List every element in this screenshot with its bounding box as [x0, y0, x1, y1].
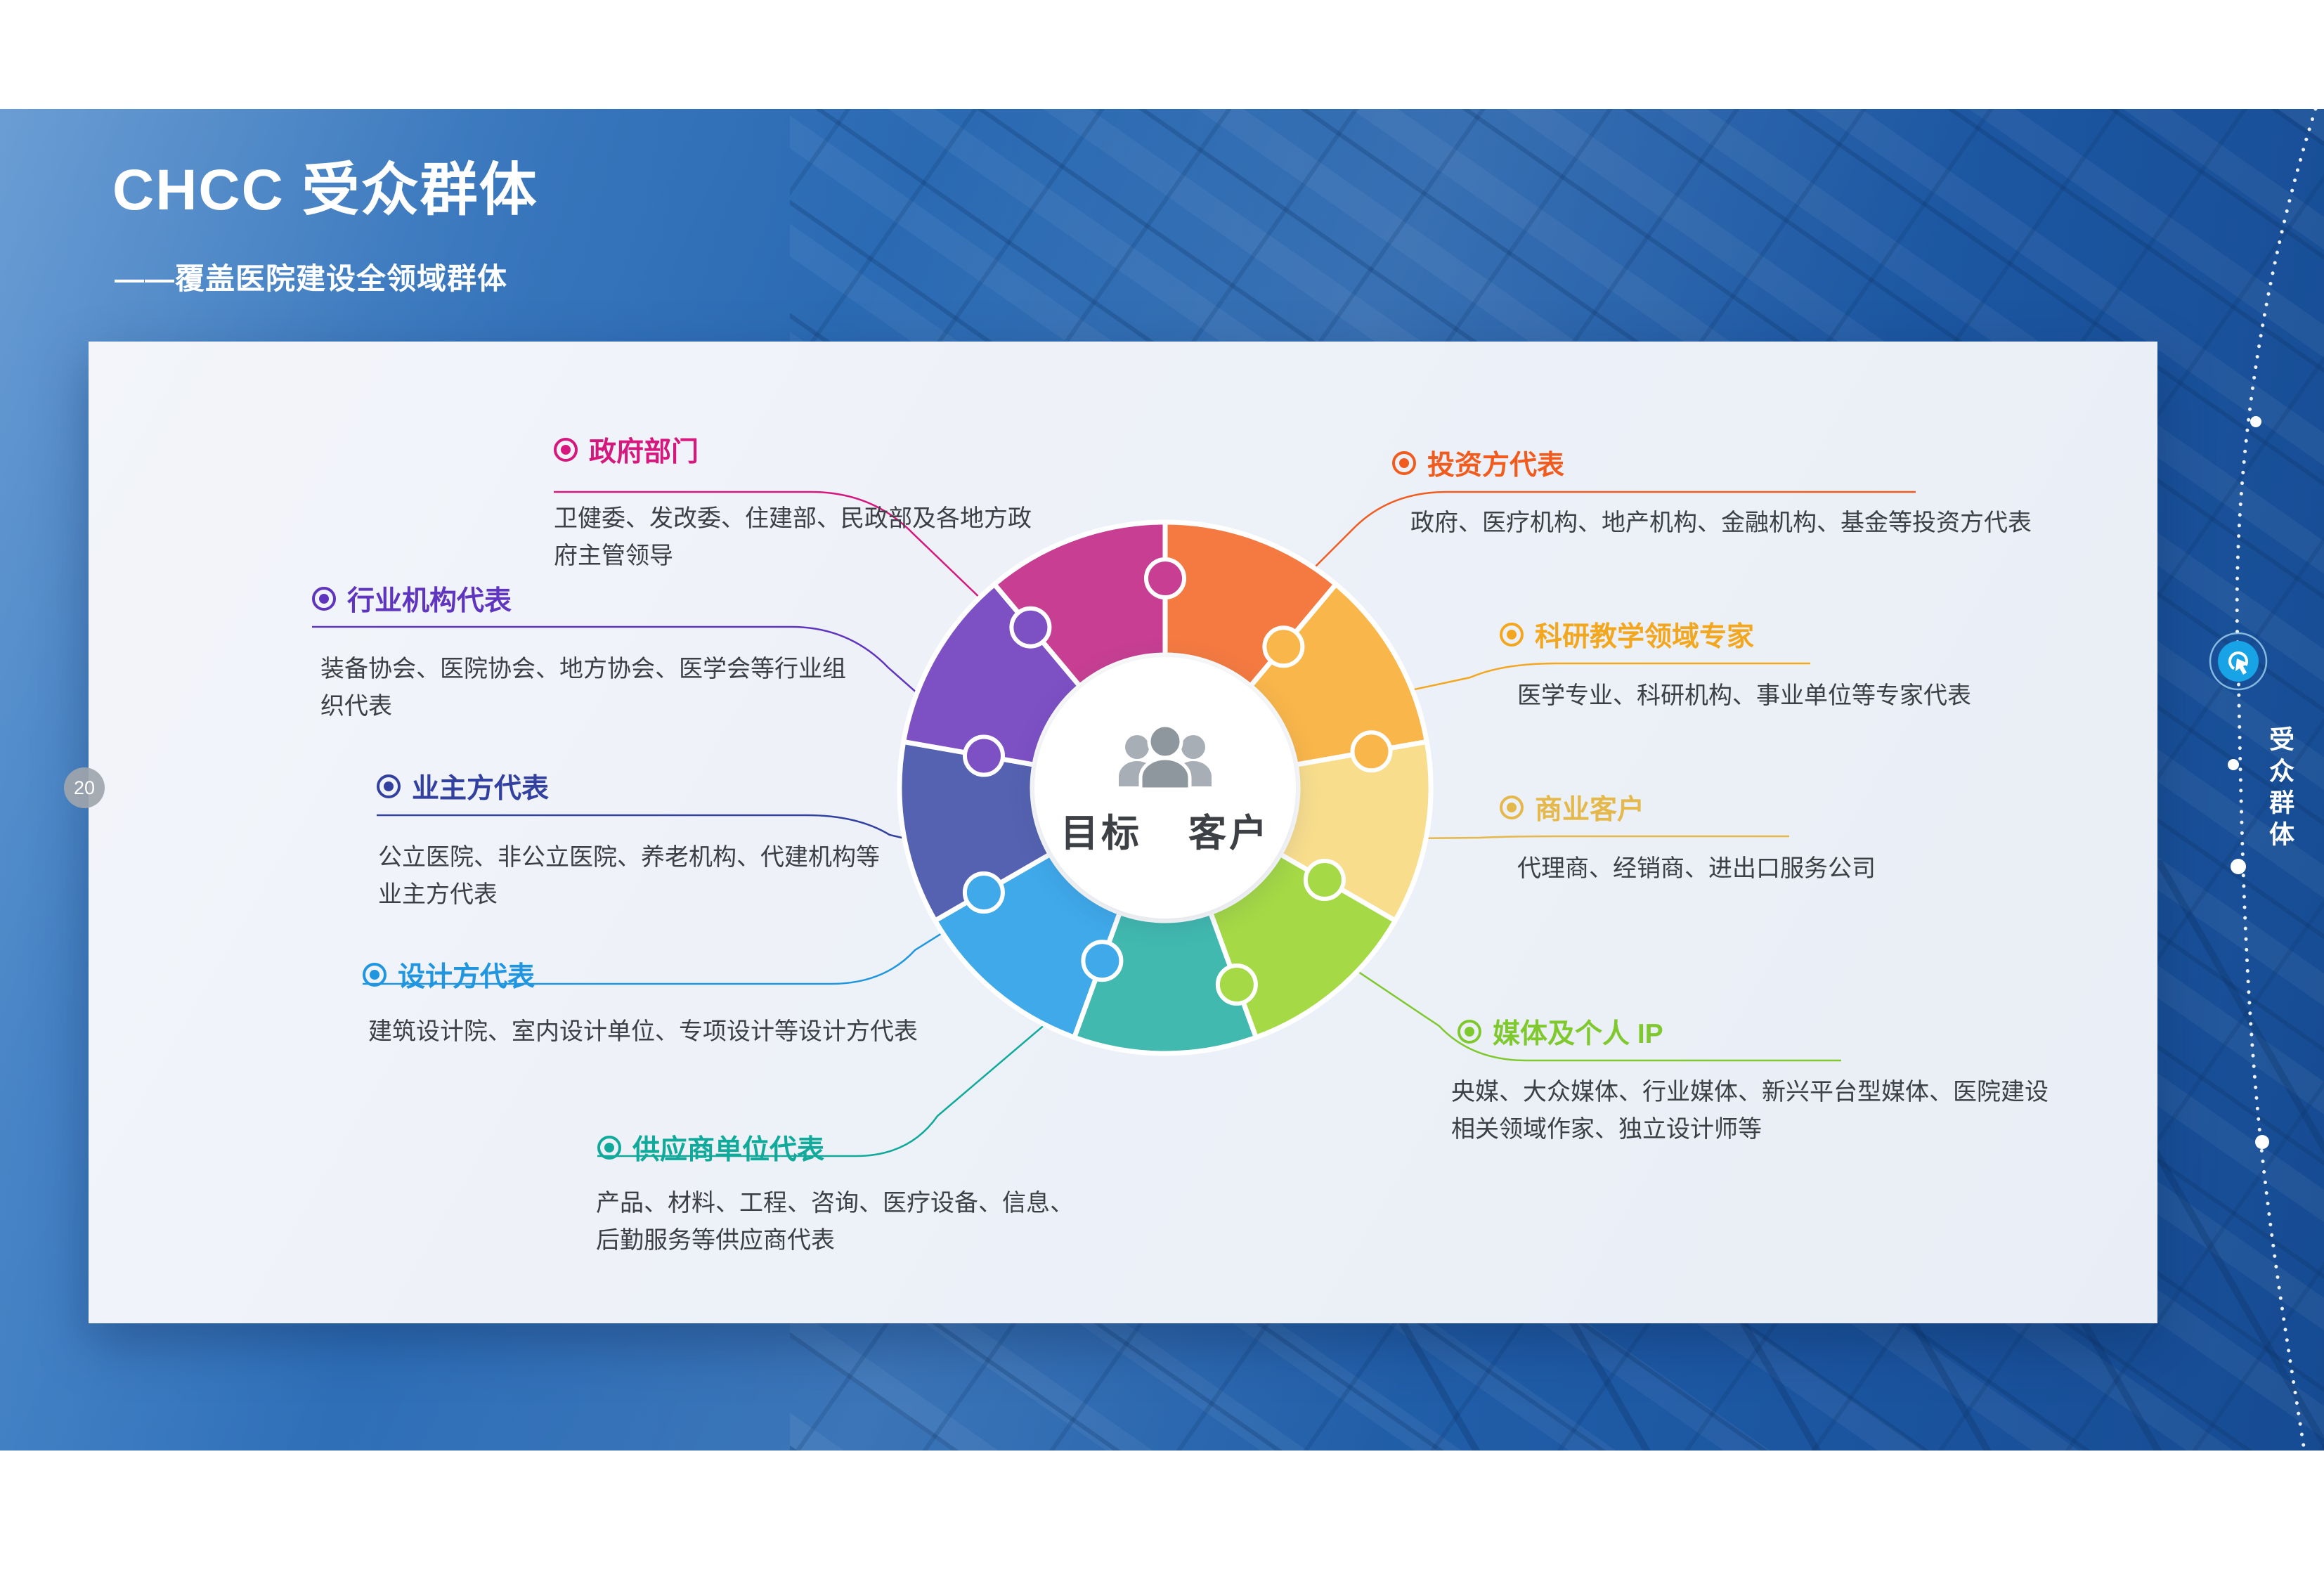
category-connectors — [312, 491, 1916, 1157]
audience-card: 政府部门卫健委、发改委、住建部、民政部及各地方政府主管领导行业机构代表装备协会、… — [89, 342, 2157, 1323]
category-item-industry-orgs: 行业机构代表 — [312, 582, 512, 616]
puzzle-knob — [963, 734, 1005, 777]
category-connector-investors — [1233, 491, 1916, 649]
category-label: 政府部门 — [589, 437, 699, 467]
puzzle-wheel — [897, 519, 1434, 1056]
category-item-media: 媒体及个人 IP — [1458, 1015, 1663, 1049]
category-desc: 央媒、大众媒体、行业媒体、新兴平台型媒体、医院建设相关领域作家、独立设计师等 — [1451, 1079, 2049, 1143]
category-item-investors: 投资方代表 — [1392, 446, 1565, 481]
category-label: 投资方代表 — [1427, 450, 1565, 481]
timeline-dot — [2255, 1135, 2269, 1149]
category-item-suppliers: 供应商单位代表 — [597, 1131, 825, 1165]
category-connector-experts — [1332, 662, 1810, 708]
bullet-icon — [1500, 623, 1524, 647]
category-connector-industry-orgs — [312, 625, 1045, 806]
puzzle-segment-owners — [897, 739, 1053, 923]
category-label: 行业机构代表 — [347, 586, 512, 616]
category-item-government: 政府部门 — [554, 433, 699, 467]
category-label: 商业客户 — [1535, 795, 1645, 825]
category-label: 供应商单位代表 — [632, 1135, 825, 1165]
bullet-icon — [1392, 451, 1416, 475]
category-label: 科研教学领域专家 — [1535, 622, 1755, 652]
bullet-icon — [1458, 1020, 1481, 1044]
bullet-icon — [312, 587, 336, 611]
page-title: CHCC 受众群体 — [112, 158, 538, 222]
side-timeline — [2209, 109, 2318, 1451]
page-subtitle: ——覆盖医院建设全领域群体 — [115, 262, 508, 295]
puzzle-segment-media — [1208, 852, 1398, 1040]
puzzle-knob — [1144, 557, 1186, 599]
puzzle-segment-investors — [1162, 519, 1339, 689]
puzzle-knob — [1215, 963, 1258, 1006]
category-label: 媒体及个人 IP — [1493, 1019, 1663, 1049]
bullet-icon — [363, 963, 387, 987]
bullet-icon — [554, 438, 578, 462]
puzzle-segment-government — [992, 519, 1168, 689]
category-item-commercial: 商业客户 — [1500, 791, 1645, 825]
category-item-designers: 设计方代表 — [363, 958, 535, 992]
category-desc: 政府、医疗机构、地产机构、金融机构、基金等投资方代表 — [1410, 510, 2032, 536]
category-connector-owners — [377, 814, 1031, 869]
puzzle-knob — [962, 871, 1005, 914]
category-desc: 装备协会、医院协会、地方协会、医学会等行业组织代表 — [320, 656, 846, 720]
timeline-dot — [2250, 416, 2261, 427]
side-tab-label: 受众群体 — [2266, 726, 2294, 852]
category-connector-government — [554, 491, 1094, 708]
target-customers-hub: 目标 客户 — [1034, 657, 1296, 919]
category-item-owners: 业主方代表 — [377, 770, 550, 804]
puzzle-knob — [1081, 940, 1124, 982]
category-connector-suppliers — [597, 994, 1080, 1157]
category-desc: 建筑设计院、室内设计单位、专项设计等设计方代表 — [368, 1018, 918, 1045]
category-label: 业主方代表 — [412, 774, 550, 804]
category-connector-media — [1311, 939, 1841, 1062]
timeline-dotted-line — [2235, 109, 2318, 1451]
category-desc: 代理商、经销商、进出口服务公司 — [1517, 855, 1876, 882]
timeline-dot — [2231, 859, 2246, 874]
hub-title-right: 客户 — [1188, 812, 1270, 855]
category-connector-commercial — [1346, 835, 1789, 841]
bullet-icon — [377, 774, 401, 798]
people-icon — [1119, 723, 1212, 791]
category-label: 设计方代表 — [398, 962, 535, 992]
puzzle-segment-industry-orgs — [901, 581, 1082, 767]
puzzle-knob — [1303, 859, 1346, 901]
category-item-experts: 科研教学领域专家 — [1500, 618, 1755, 652]
cursor-badge — [2209, 632, 2268, 691]
category-desc: 卫健委、发改委、住建部、民政部及各地方政府主管领导 — [554, 505, 1032, 569]
bullet-icon — [597, 1136, 621, 1160]
puzzle-segment-suppliers — [1072, 910, 1259, 1056]
category-desc: 医学专业、科研机构、事业单位等专家代表 — [1517, 682, 1971, 709]
puzzle-knob — [1350, 730, 1393, 773]
bullet-icon — [1500, 796, 1524, 819]
category-connector-designers — [363, 859, 1059, 985]
puzzle-knob — [1009, 606, 1052, 649]
puzzle-segment-experts — [1248, 581, 1429, 767]
timeline-dot — [2228, 759, 2239, 770]
puzzle-knob — [1262, 625, 1305, 668]
category-desc: 公立医院、非公立医院、养老机构、代建机构等业主方代表 — [378, 844, 880, 908]
category-desc: 产品、材料、工程、咨询、医疗设备、信息、后勤服务等供应商代表 — [596, 1190, 1074, 1254]
slide: CHCC 受众群体 ——覆盖医院建设全领域群体 政府部门卫健委、发改委、住建部、… — [0, 109, 2324, 1451]
hub-title-left: 目标 — [1060, 812, 1142, 855]
page-number-badge: 20 — [64, 767, 105, 808]
